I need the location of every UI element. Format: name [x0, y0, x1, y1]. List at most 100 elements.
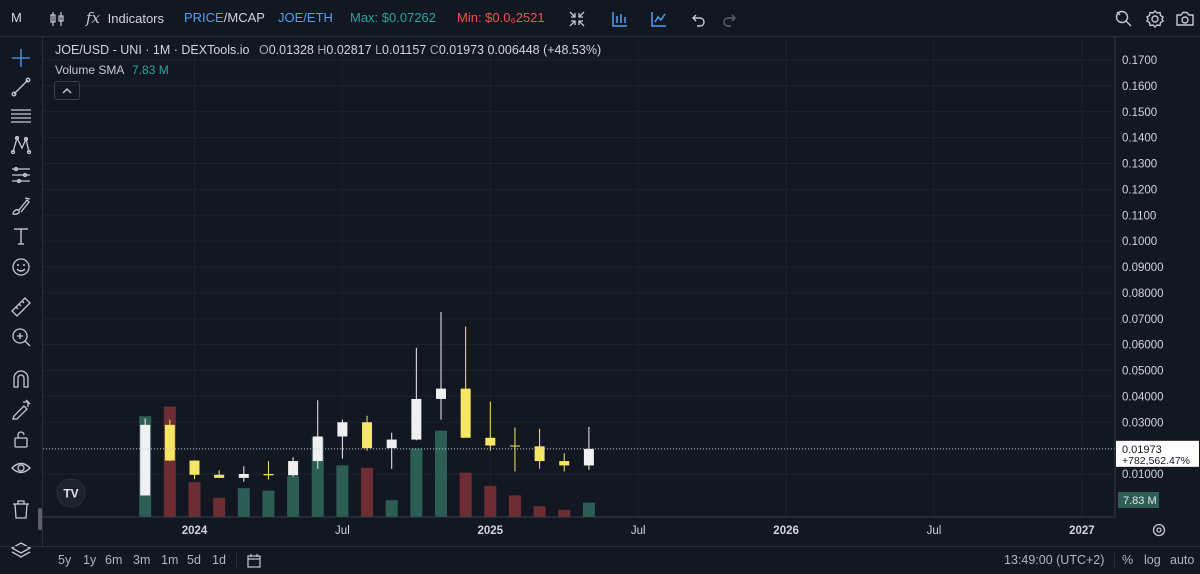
range-6m[interactable]: 6m [105, 553, 123, 567]
divider [236, 553, 237, 568]
y-tick-label: 0.01000 [1122, 469, 1164, 481]
volume-bar [336, 465, 349, 517]
tradingview-logo: TV [56, 478, 86, 508]
volume-bar [459, 472, 472, 517]
y-tick-label: 0.08000 [1122, 288, 1164, 300]
interval-button[interactable]: M [11, 10, 22, 25]
axes: 0.010000.020000.030000.040000.050000.060… [43, 37, 1199, 537]
fullscreen-icon[interactable] [568, 0, 586, 36]
redo-icon[interactable] [721, 0, 739, 36]
candle-body [460, 388, 471, 438]
crosshair-icon[interactable] [9, 46, 33, 70]
pair-switch-button[interactable]: JOE/ETH [278, 10, 333, 25]
range-1d[interactable]: 1d [212, 553, 226, 567]
line-chart-icon[interactable] [650, 0, 668, 36]
measure-lines-icon[interactable] [9, 163, 33, 187]
open-value: 0.01328 [268, 43, 314, 57]
clock-time[interactable]: 13:49:00 (UTC+2) [1004, 553, 1105, 567]
y-tick-label: 0.1100 [1122, 210, 1156, 222]
y-tick-label: 0.1500 [1122, 107, 1157, 119]
toggle-separator: / [223, 10, 228, 25]
indicators-button[interactable]: 𝑓x Indicators [86, 0, 164, 36]
candle-body [436, 388, 446, 399]
collapse-legend-button[interactable] [54, 81, 80, 100]
volume-bar [287, 476, 300, 517]
chevron-up-icon [62, 87, 72, 93]
range-1y[interactable]: 1y [83, 553, 97, 567]
unlock-icon[interactable] [9, 427, 33, 451]
price-mcap-toggle[interactable]: PRICE/MCAP [184, 0, 265, 36]
candle-body [288, 461, 299, 476]
auto-toggle[interactable]: auto [1170, 553, 1195, 567]
text-tool-icon[interactable] [9, 224, 33, 248]
emoji-icon[interactable] [9, 255, 33, 279]
zoom-in-icon[interactable] [9, 325, 33, 349]
candle-body [386, 439, 397, 449]
undo-icon[interactable] [689, 0, 707, 36]
lock-drawings-icon[interactable] [9, 397, 33, 421]
candle-body [189, 460, 200, 475]
x-tick-label: 2027 [1069, 525, 1095, 537]
candles-icon[interactable] [48, 0, 66, 36]
bar-chart-icon[interactable] [611, 0, 629, 36]
candle-body [263, 474, 274, 476]
toolbar-scroll-handle[interactable] [38, 508, 42, 530]
y-tick-label: 0.1000 [1122, 236, 1157, 248]
gear-hub [1156, 527, 1162, 533]
y-tick-label: 0.1600 [1122, 81, 1157, 93]
y-tick-label: 0.05000 [1122, 366, 1164, 378]
candlesticks [43, 312, 1115, 496]
volume-bar [533, 506, 546, 517]
high-value: 0.02817 [326, 43, 372, 57]
range-5y[interactable]: 5y [58, 553, 72, 567]
candle-body [337, 422, 348, 437]
ohlc-legend: JOE/USD - UNI · 1M · DEXTools.io O0.0132… [55, 43, 601, 57]
mcap-label[interactable]: MCAP [227, 10, 265, 25]
volume-bar [385, 500, 398, 517]
quick-search-icon[interactable] [1114, 0, 1134, 36]
close-value: 0.01973 [438, 43, 484, 57]
range-5d[interactable]: 5d [187, 553, 201, 567]
eye-icon[interactable] [9, 456, 33, 480]
volume-bar [262, 490, 275, 517]
price-label[interactable]: PRICE [184, 10, 224, 25]
ruler-icon[interactable] [9, 295, 33, 319]
volume-legend: Volume SMA 7.83 M [55, 63, 169, 77]
axis-settings-icon[interactable] [1152, 523, 1166, 537]
candle-body [312, 436, 323, 462]
y-tick-label: 0.07000 [1122, 314, 1164, 326]
volume-name[interactable]: Volume SMA [55, 63, 124, 77]
y-tick-label: 0.1200 [1122, 184, 1157, 196]
x-tick-label: 2025 [478, 525, 504, 537]
volume-bar [435, 430, 447, 517]
log-toggle[interactable]: log [1144, 553, 1161, 567]
pattern-icon[interactable] [9, 133, 33, 157]
y-tick-label: 0.06000 [1122, 340, 1164, 352]
divider [1114, 553, 1115, 568]
range-3m[interactable]: 3m [133, 553, 151, 567]
symbol-title[interactable]: JOE/USD - UNI · 1M · DEXTools.io [55, 43, 250, 57]
price-tag-change: +782,562.47% [1122, 455, 1190, 467]
candle-body [164, 424, 175, 461]
brush-icon[interactable] [9, 194, 33, 218]
bottom-toolbar: 5y 1y 6m 3m 1m 5d 1d 13:49:00 (UTC+2) % … [0, 546, 1200, 574]
candle-body [534, 446, 545, 462]
settings-gear-icon[interactable] [1145, 0, 1165, 36]
volume-value: 7.83 M [132, 63, 169, 77]
chart-grid [43, 37, 1115, 517]
trend-line-icon[interactable] [9, 75, 33, 99]
range-1m[interactable]: 1m [161, 553, 179, 567]
y-tick-label: 0.09000 [1122, 262, 1164, 274]
candle-body [362, 422, 373, 449]
horizontal-lines-icon[interactable] [9, 104, 33, 128]
x-tick-label: 2026 [773, 525, 799, 537]
magnet-icon[interactable] [9, 367, 33, 391]
max-price: Max: $0.07262 [350, 10, 437, 25]
y-tick-label: 0.04000 [1122, 391, 1164, 403]
calendar-icon[interactable] [246, 547, 262, 574]
price-chart[interactable]: 0.010000.020000.030000.040000.050000.060… [0, 0, 1200, 546]
camera-icon[interactable] [1175, 0, 1195, 36]
trash-icon[interactable] [9, 497, 33, 521]
gear-ring [1152, 523, 1166, 537]
percent-toggle[interactable]: % [1122, 553, 1134, 567]
